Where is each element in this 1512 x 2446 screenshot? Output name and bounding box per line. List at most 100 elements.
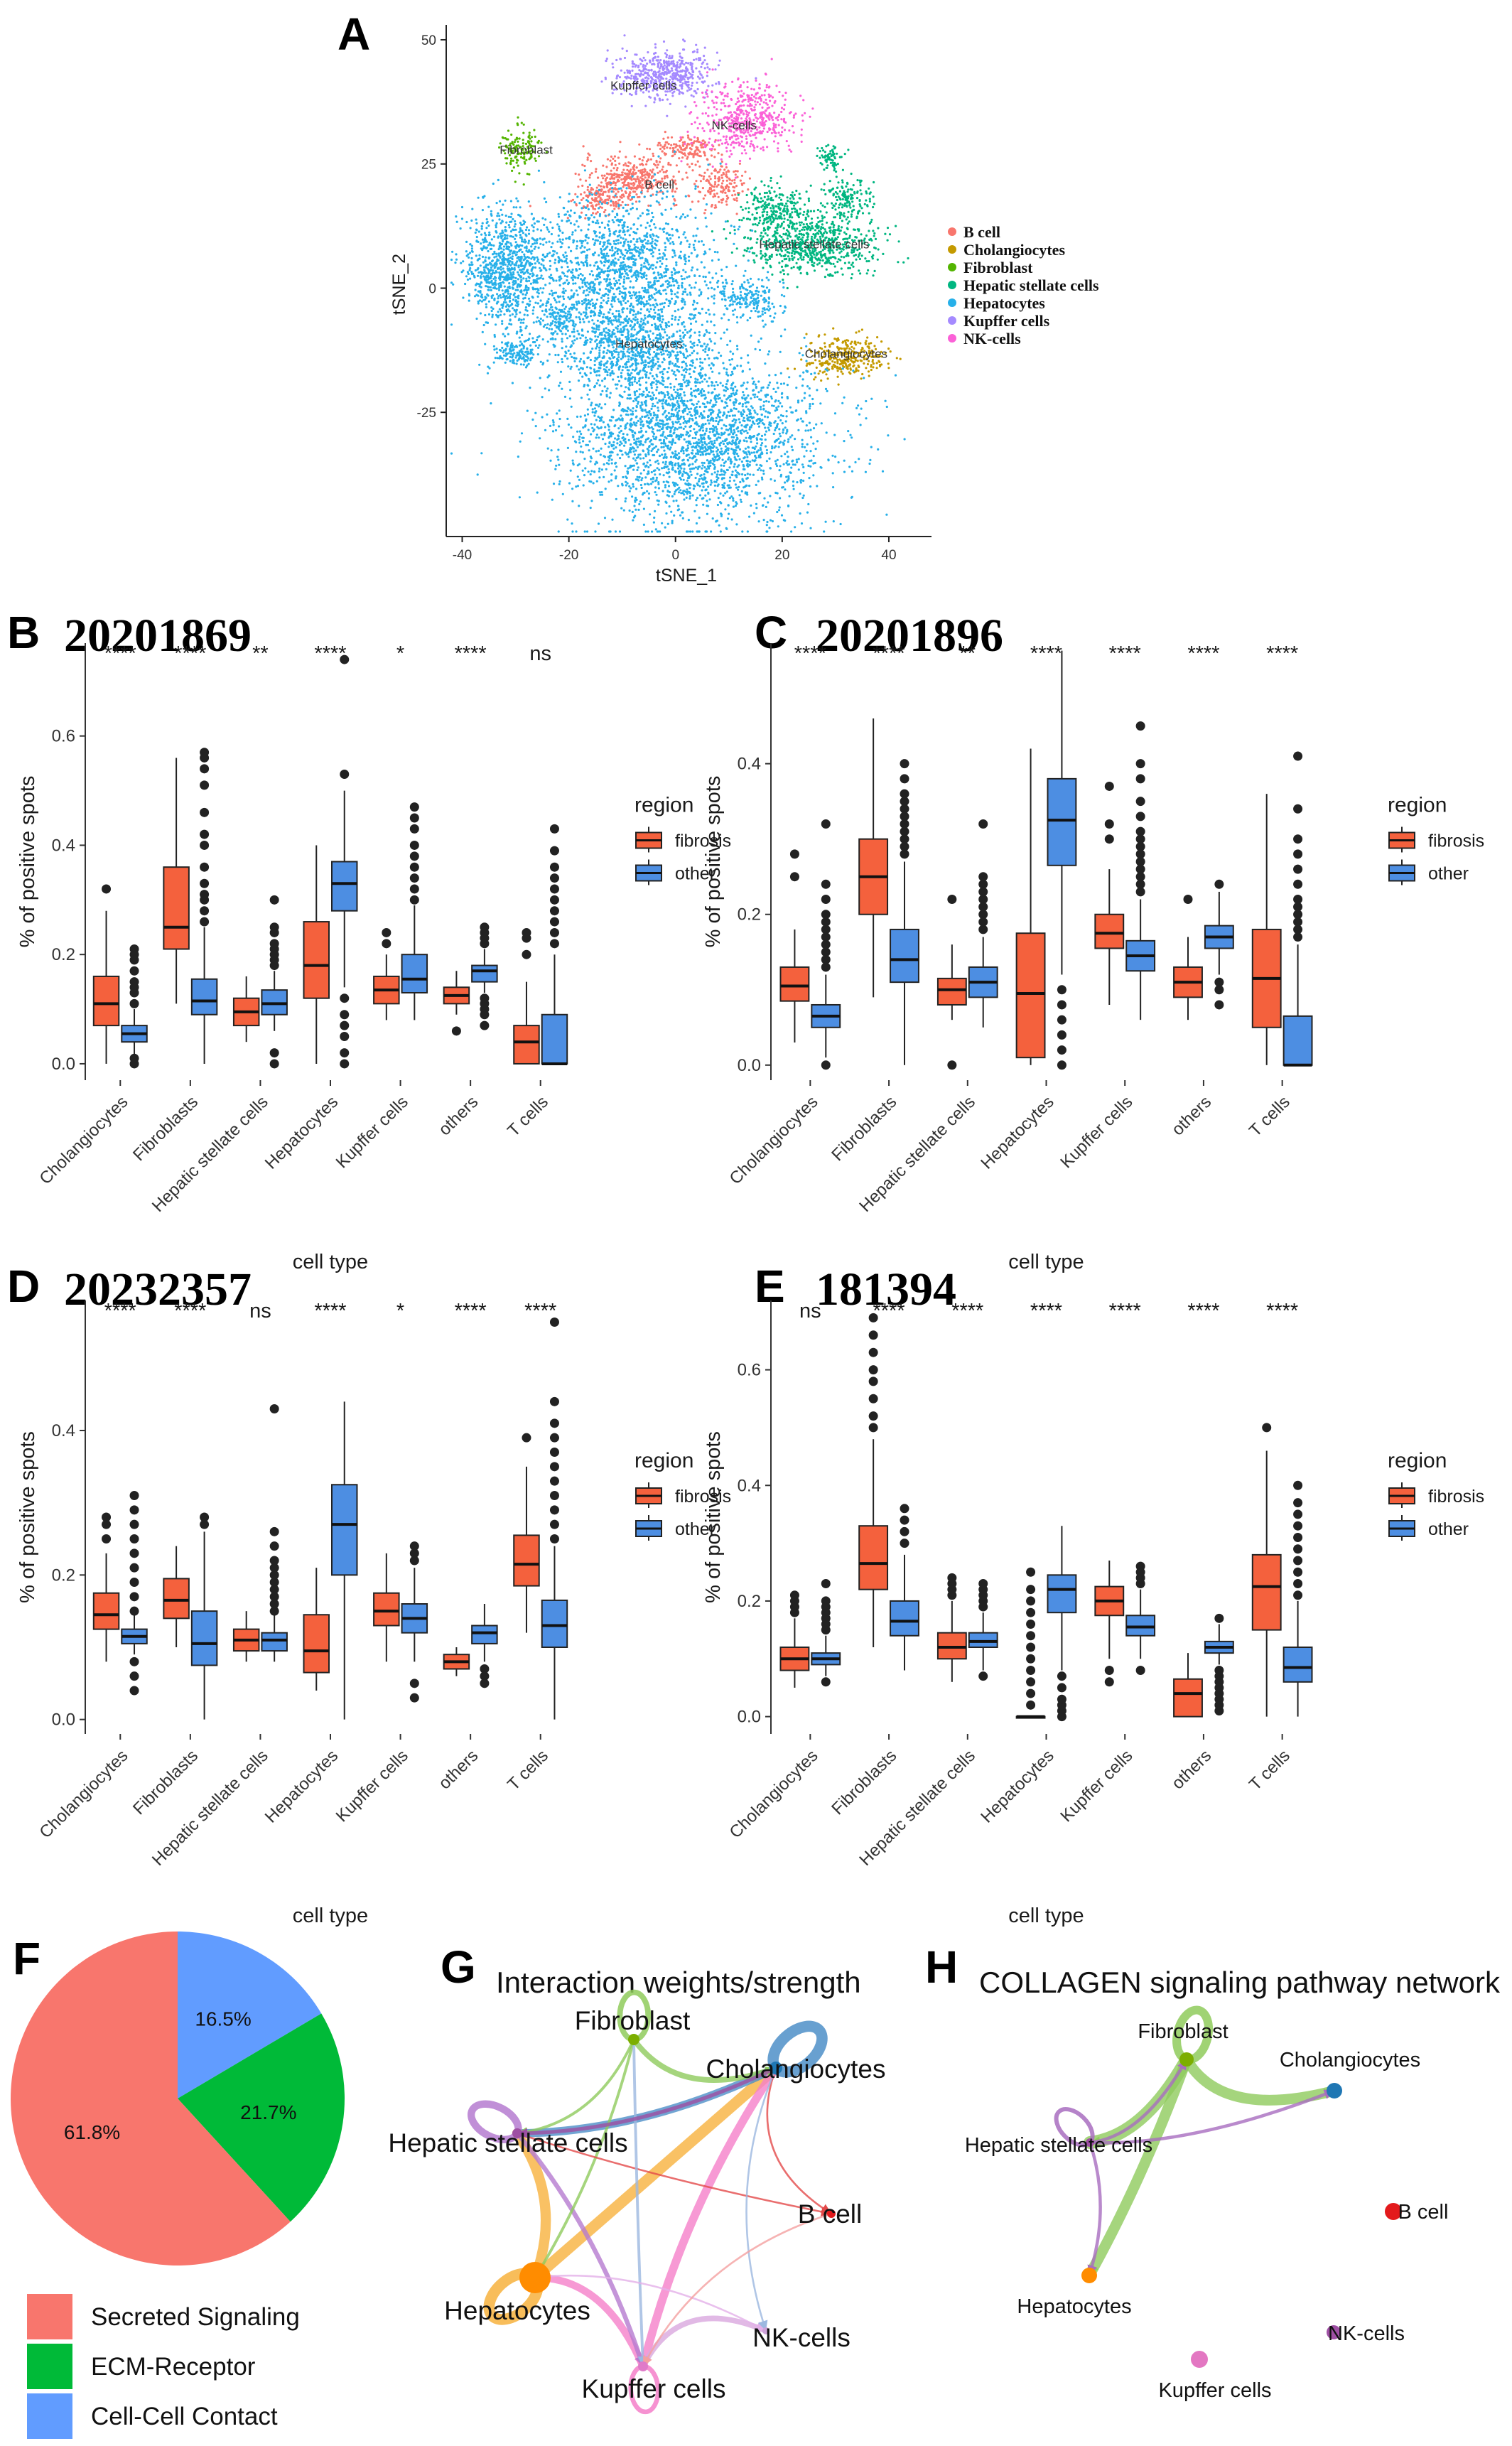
tsne-point (821, 146, 824, 150)
tsne-point (652, 154, 655, 158)
tsne-point (501, 213, 504, 216)
tsne-point (524, 241, 526, 244)
tsne-point (824, 151, 826, 153)
tsne-point (595, 204, 598, 207)
tsne-point (887, 367, 890, 370)
tsne-point (587, 200, 590, 203)
tsne-points (450, 34, 909, 533)
tsne-point (611, 287, 615, 290)
tsne-point (480, 233, 483, 236)
tsne-point (625, 238, 627, 241)
tsne-point (594, 306, 597, 309)
tsne-point (719, 162, 722, 165)
tsne-point (531, 224, 534, 227)
tsne-point (599, 344, 603, 347)
tsne-point (589, 372, 592, 375)
tsne-point (646, 147, 649, 150)
tsne-point (805, 222, 809, 226)
tsne-point (643, 195, 646, 198)
tsne-point (460, 205, 464, 209)
tsne-point (864, 343, 868, 345)
tsne-point (587, 217, 590, 220)
tsne-point (611, 245, 614, 248)
tsne-point (588, 183, 591, 186)
tsne-point (645, 291, 648, 294)
tsne-point (670, 208, 673, 210)
tsne-point (633, 243, 636, 246)
tsne-point (716, 171, 719, 174)
tsne-point (845, 204, 848, 207)
tsne-point (529, 150, 531, 153)
tsne-point (555, 279, 558, 282)
tsne-point (669, 237, 672, 240)
tsne-point (792, 258, 794, 262)
tsne-point (787, 273, 789, 276)
tsne-point (733, 171, 735, 173)
tsne-point (500, 310, 503, 313)
tsne-point (752, 203, 755, 205)
tsne-point (573, 201, 576, 204)
tsne-point (615, 242, 617, 246)
tsne-point (843, 212, 846, 215)
tsne-point (603, 264, 606, 267)
tsne-point (657, 163, 659, 166)
tsne-point (775, 210, 778, 213)
tsne-point (575, 289, 578, 292)
tsne-point (841, 206, 844, 209)
tsne-point (477, 290, 480, 293)
tsne-point (872, 274, 875, 277)
tsne-point (844, 347, 847, 350)
tsne-point (626, 249, 630, 252)
tsne-point (688, 291, 691, 294)
tsne-point (831, 151, 834, 153)
tsne-point (794, 202, 797, 205)
tsne-point (628, 245, 631, 248)
tsne-point (505, 162, 508, 165)
tsne-point (693, 153, 696, 156)
tsne-point (583, 191, 586, 194)
tsne-point (524, 284, 528, 287)
tsne-point (636, 320, 639, 323)
tsne-point (824, 230, 827, 233)
tsne-point (649, 169, 652, 172)
tsne-point (618, 220, 622, 223)
tsne-point (686, 239, 688, 242)
tsne-point (819, 202, 822, 205)
tsne-point (851, 200, 854, 203)
tsne-point (681, 373, 684, 376)
tsne-point (502, 267, 504, 270)
tsne-point (751, 229, 754, 232)
tsne-point (595, 168, 598, 171)
tsne-point (828, 345, 831, 348)
tsne-point (774, 214, 777, 217)
tsne-point (568, 307, 571, 311)
tsne-point (585, 194, 588, 197)
tsne-point (539, 266, 541, 269)
tsne-point (700, 174, 703, 177)
tsne-point (779, 497, 782, 500)
tsne-point (850, 251, 853, 254)
tsne-point (509, 293, 512, 296)
tsne-point (605, 252, 609, 255)
tsne-point (766, 259, 769, 262)
tsne-point (644, 176, 647, 179)
tsne-point (871, 257, 874, 260)
tsne-point (680, 151, 683, 153)
tsne-point (838, 366, 841, 370)
tsne-point (502, 245, 506, 248)
tsne-point (477, 302, 480, 305)
tsne-point (872, 230, 875, 232)
tsne-point (698, 289, 701, 291)
tsne-point (661, 150, 664, 153)
tsne-point (620, 236, 622, 239)
tsne-point (858, 352, 860, 355)
tsne-point (684, 271, 687, 274)
tsne-point (683, 152, 686, 155)
tsne-point (833, 256, 836, 259)
tsne-point (598, 281, 601, 284)
tsne-point (838, 351, 841, 354)
tsne-point (832, 226, 835, 229)
tsne-point (866, 336, 869, 339)
tsne-point (622, 181, 625, 184)
tsne-point (650, 295, 653, 298)
